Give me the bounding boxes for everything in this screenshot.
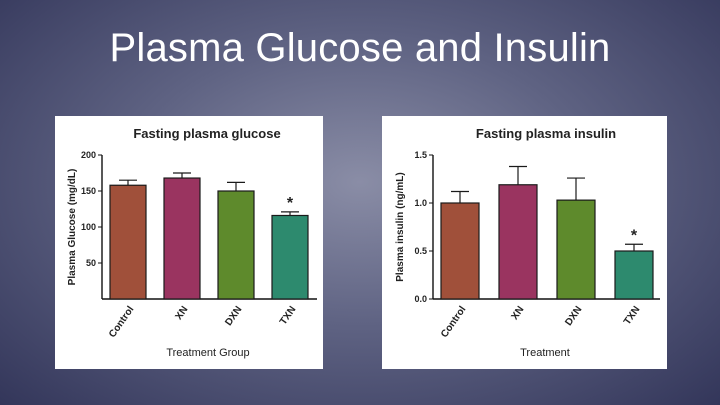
insulin-chart-title: Fasting plasma insulin [476, 126, 616, 141]
glucose-bar-dxn [217, 190, 255, 300]
insulin-category-label: DXN [563, 304, 584, 328]
glucose-category-label: TXN [278, 304, 298, 327]
insulin-significance-marker: * [631, 227, 638, 244]
insulin-y-axis-label: Plasma insulin (ng/mL) [395, 172, 406, 281]
insulin-category-label: Control [439, 304, 469, 340]
insulin-chart-panel: Fasting plasma insulin Plasma insulin (ng… [382, 116, 667, 369]
slide-title: Plasma Glucose and Insulin [109, 26, 611, 70]
glucose-y-tick-label: 50 [86, 258, 96, 268]
insulin-y-tick-label: 0.0 [414, 294, 427, 304]
insulin-category-label: XN [509, 304, 526, 322]
insulin-y-tick-label: 1.5 [414, 150, 427, 160]
insulin-bar-dxn [556, 199, 596, 300]
glucose-chart: Fasting plasma glucose Plasma Glucose (mg… [67, 126, 317, 359]
glucose-chart-title: Fasting plasma glucose [133, 126, 280, 141]
insulin-bar-xn [498, 184, 538, 300]
insulin-y-tick-label: 0.5 [414, 246, 427, 256]
insulin-x-axis-label: Treatment [520, 347, 570, 359]
glucose-bar-xn [163, 177, 201, 300]
glucose-y-axis-label: Plasma Glucose (mg/dL) [67, 169, 78, 286]
glucose-category-label: DXN [223, 304, 244, 328]
glucose-y-tick-label: 100 [81, 222, 96, 232]
glucose-chart-panel: Fasting plasma glucose Plasma Glucose (mg… [55, 116, 323, 369]
glucose-y-tick-label: 150 [81, 186, 96, 196]
insulin-y-tick-label: 1.0 [414, 198, 427, 208]
glucose-bar-txn [271, 214, 309, 300]
insulin-bar-txn [614, 250, 654, 300]
insulin-category-label: TXN [622, 304, 642, 327]
glucose-y-tick-label: 200 [81, 150, 96, 160]
glucose-category-label: Control [107, 304, 137, 340]
insulin-chart: Fasting plasma insulin Plasma insulin (ng… [395, 126, 660, 359]
glucose-significance-marker: * [287, 195, 294, 212]
insulin-bar-control [440, 202, 480, 300]
glucose-x-axis-label: Treatment Group [166, 347, 249, 359]
glucose-category-label: XN [173, 304, 190, 322]
glucose-bar-control [109, 184, 147, 300]
